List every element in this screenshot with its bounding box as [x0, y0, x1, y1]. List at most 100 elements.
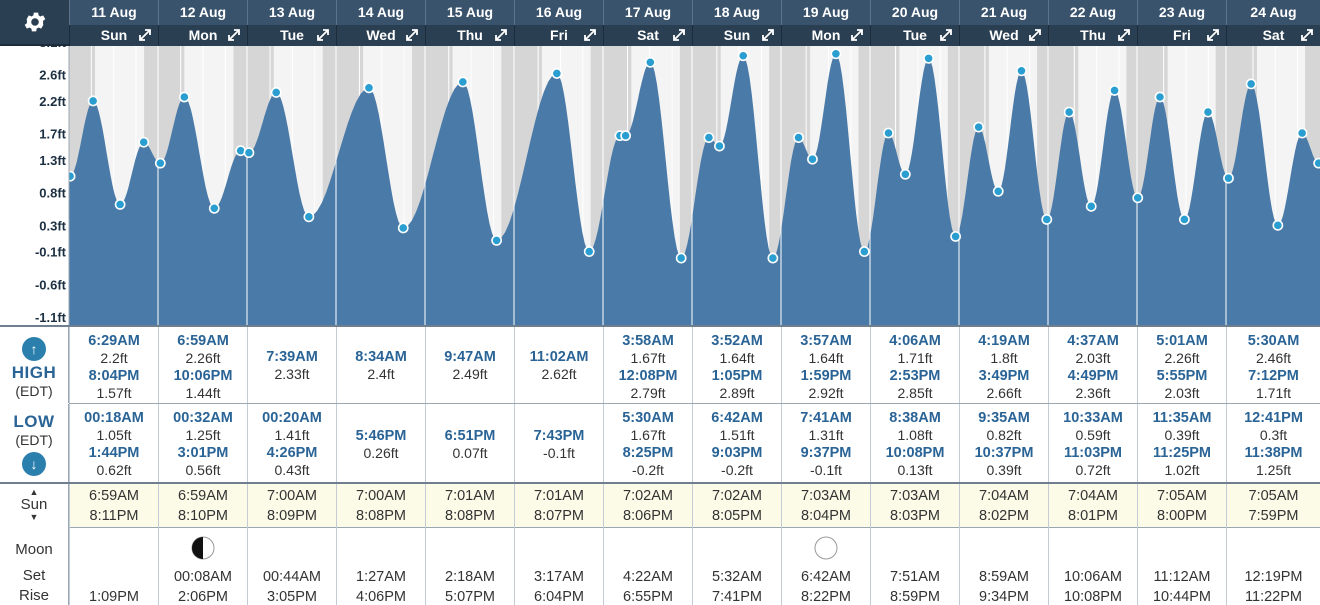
moonrise-time: 6:55PM [623, 589, 673, 605]
high-tide-entry: 4:49PM 2.36ft [1049, 368, 1137, 401]
low-tide-entry: 11:03PM 0.72ft [1049, 445, 1137, 478]
day-column-header[interactable]: 21 Aug Wed [959, 0, 1048, 46]
high-tide-entry-time: 10:06PM [173, 368, 233, 384]
sunrise-time: 7:03AM [890, 488, 940, 504]
low-tide-entry-time: 10:33AM [1063, 410, 1123, 426]
moon-cell: 11:12AM 10:44PM [1137, 527, 1226, 605]
expand-icon[interactable] [1300, 28, 1314, 42]
low-tide-entry-height: 0.43ft [274, 462, 310, 478]
weekday-text: Wed [366, 27, 396, 43]
date-label: 18 Aug [692, 0, 781, 25]
high-tide-entry: 10:06PM 1.44ft [159, 368, 247, 401]
day-column-header[interactable]: 15 Aug Thu [425, 0, 514, 46]
moonset-time: 00:44AM [262, 569, 322, 585]
moonset-time: 00:08AM [173, 569, 233, 585]
low-tide-entry-time: 12:41PM [1244, 410, 1303, 426]
sunset-time: 8:07PM [534, 508, 584, 524]
moonrise-time: 5:07PM [445, 589, 495, 605]
expand-icon[interactable] [939, 28, 953, 42]
low-tide-cell: 8:38AM 1.08ft 10:08PM 0.13ft [870, 404, 959, 482]
expand-icon[interactable] [138, 28, 152, 42]
day-column-header[interactable]: 19 Aug Mon [781, 0, 870, 46]
day-column-header[interactable]: 13 Aug Tue [247, 0, 336, 46]
expand-icon[interactable] [494, 28, 508, 42]
day-column-header[interactable]: 23 Aug Fri [1137, 0, 1226, 46]
low-tide-entry-time: 5:46PM [355, 428, 407, 444]
low-tide-entry-height: 0.26ft [363, 445, 399, 461]
day-column-header[interactable]: 17 Aug Sat [603, 0, 692, 46]
expand-icon[interactable] [1028, 28, 1042, 42]
moon-cell: 2:18AM 5:07PM [425, 527, 514, 605]
tide-extreme-point [457, 76, 469, 88]
weekday-text: Thu [457, 27, 483, 43]
high-tide-entry-time: 5:30AM [1247, 333, 1300, 349]
low-tide-entry: 8:38AM 1.08ft [871, 410, 959, 443]
low-tide-entry-time: 4:26PM [266, 445, 318, 461]
date-label: 24 Aug [1226, 0, 1320, 25]
tide-extreme-point [363, 82, 375, 94]
low-tide-entry-time: 9:03PM [711, 445, 763, 461]
high-tide-entry: 9:47AM 2.49ft [426, 349, 514, 382]
sun-cell: 7:03AM 8:04PM [781, 484, 870, 527]
high-tz-label: (EDT) [15, 383, 53, 399]
sunrise-time: 7:02AM [623, 488, 673, 504]
day-column-header[interactable]: 16 Aug Fri [514, 0, 603, 46]
day-column-header[interactable]: 18 Aug Sun [692, 0, 781, 46]
expand-icon[interactable] [227, 28, 241, 42]
day-column-header[interactable]: 12 Aug Mon [158, 0, 247, 46]
expand-icon[interactable] [316, 28, 330, 42]
moon-cell: 00:44AM 3:05PM [247, 527, 336, 605]
date-label: 22 Aug [1048, 0, 1137, 25]
expand-icon[interactable] [1117, 28, 1131, 42]
weekday-text: Sat [637, 27, 659, 43]
high-tide-entry-time: 6:29AM [88, 333, 140, 349]
high-tide-entry-height: 2.33ft [274, 366, 310, 382]
date-label: 19 Aug [781, 0, 870, 25]
expand-icon[interactable] [672, 28, 686, 42]
weekday-label: Thu [425, 25, 514, 46]
y-axis-panel [0, 46, 69, 325]
high-tide-entry-height: 2.4ft [367, 366, 395, 382]
day-column-header[interactable]: 20 Aug Tue [870, 0, 959, 46]
low-tide-entry: 00:32AM 1.25ft [159, 410, 247, 443]
day-column-header[interactable]: 11 Aug Sun [69, 0, 158, 46]
expand-icon[interactable] [1206, 28, 1220, 42]
moon-cell: 6:42AM 8:22PM [781, 527, 870, 605]
moon-row-label: Moon Set Rise [0, 527, 69, 605]
day-column-header[interactable]: 24 Aug Sat [1226, 0, 1320, 46]
high-tide-cell: 4:19AM 1.8ft 3:49PM 2.66ft [959, 327, 1048, 403]
weekday-label: Wed [336, 25, 425, 46]
low-tide-entry-height: 0.3ft [1259, 427, 1288, 443]
tide-extreme-point [114, 198, 126, 210]
day-column-header[interactable]: 14 Aug Wed [336, 0, 425, 46]
moon-phase-first-quarter-icon [159, 531, 247, 561]
high-tide-cell: 5:01AM 2.26ft 5:55PM 2.03ft [1137, 327, 1226, 403]
weekday-text: Wed [989, 27, 1019, 43]
moon-phase-empty [248, 531, 336, 561]
tide-extreme-point [767, 252, 779, 264]
settings-button[interactable] [0, 0, 69, 46]
low-tide-entry: 00:18AM 1.05ft [70, 410, 158, 443]
weekday-label: Sun [692, 25, 781, 46]
high-tide-entry: 5:55PM 2.03ft [1138, 368, 1226, 401]
high-tide-entry: 3:57AM 1.64ft [782, 333, 870, 366]
low-tide-entry-time: 11:25PM [1152, 445, 1212, 461]
high-tide-entry-height: 2.79ft [630, 385, 666, 401]
low-tide-entry-height: 1.67ft [630, 427, 666, 443]
sunset-time: 8:01PM [1068, 508, 1118, 524]
expand-icon[interactable] [583, 28, 597, 42]
tide-extreme-point [491, 234, 503, 246]
moon-cell: 1:09PM [69, 527, 158, 605]
expand-icon[interactable] [761, 28, 775, 42]
low-tide-entry-time: 8:25PM [622, 445, 674, 461]
high-tide-entry-time: 8:04PM [88, 368, 140, 384]
low-tide-entry: 7:41AM 1.31ft [782, 410, 870, 443]
moonset-time: 4:22AM [623, 569, 673, 585]
day-column-header[interactable]: 22 Aug Thu [1048, 0, 1137, 46]
expand-icon[interactable] [405, 28, 419, 42]
high-tide-cell: 8:34AM 2.4ft [336, 327, 425, 403]
weekday-label: Fri [1137, 25, 1226, 46]
low-tide-entry-height: 1.51ft [719, 427, 755, 443]
tide-extreme-point [1272, 219, 1284, 231]
expand-icon[interactable] [850, 28, 864, 42]
